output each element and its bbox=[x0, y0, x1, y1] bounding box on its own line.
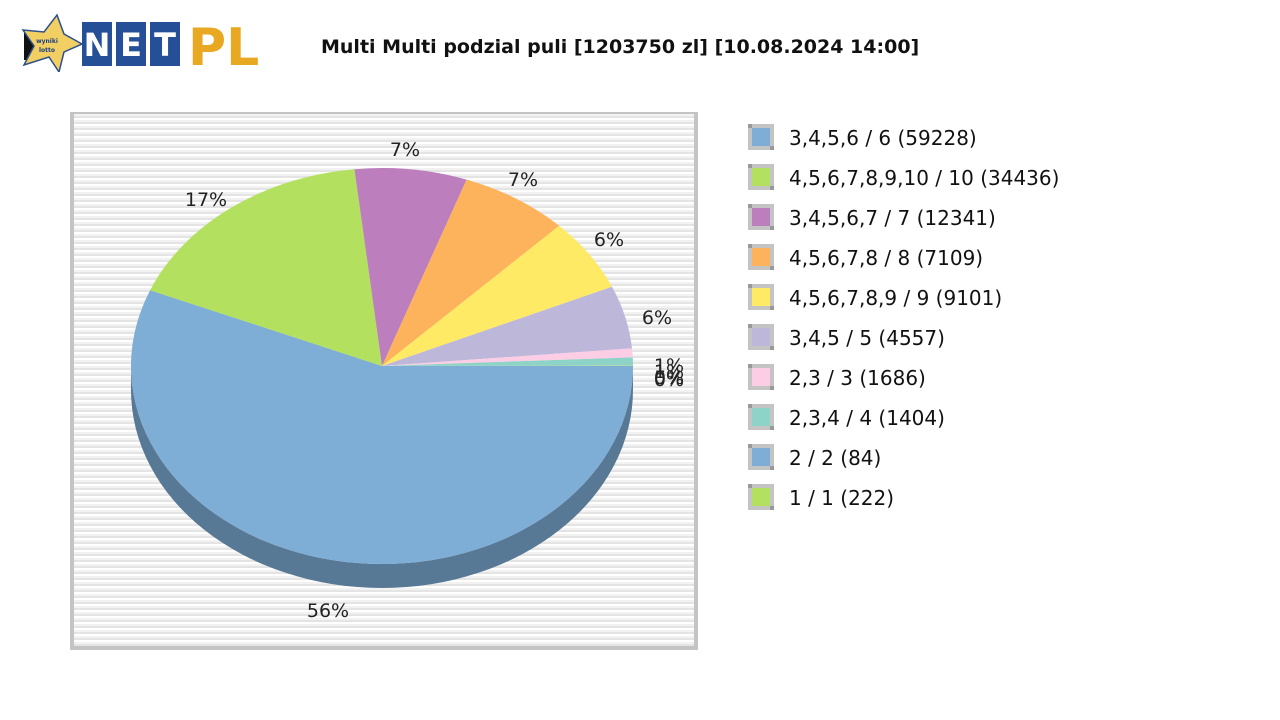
slice-percent-label: 6% bbox=[642, 307, 672, 329]
legend-item: 1 / 1 (222) bbox=[748, 482, 1059, 522]
logo-wyniki-lotto-net-pl[interactable]: wyniki lotto N E T PL bbox=[20, 10, 265, 78]
chart-title: Multi Multi podzial puli [1203750 zl] [1… bbox=[321, 36, 920, 58]
legend-label: 4,5,6,7,8,9 / 9 (9101) bbox=[789, 286, 1003, 310]
svg-text:lotto: lotto bbox=[39, 47, 55, 54]
pie-slices bbox=[130, 167, 633, 564]
pie-slice bbox=[130, 290, 633, 564]
slice-percent-label: 56% bbox=[307, 600, 349, 622]
svg-text:wyniki: wyniki bbox=[36, 38, 58, 45]
pie-slice bbox=[382, 286, 633, 366]
pie-slice bbox=[382, 179, 560, 366]
legend-item: 4,5,6,7,8,9 / 9 (9101) bbox=[748, 282, 1059, 322]
legend-item: 3,4,5,6 / 6 (59228) bbox=[748, 122, 1059, 162]
legend-swatch bbox=[748, 204, 774, 230]
legend-swatch bbox=[748, 484, 774, 510]
slice-percent-label: 0% bbox=[654, 369, 684, 391]
svg-text:N: N bbox=[84, 26, 111, 64]
legend-label: 2 / 2 (84) bbox=[789, 446, 882, 470]
pie-labels: 56%17%7%7%6%6%1%1%0%0% bbox=[185, 139, 684, 622]
legend-swatch bbox=[748, 364, 774, 390]
slice-percent-label: 6% bbox=[594, 229, 624, 251]
legend-item: 2 / 2 (84) bbox=[748, 442, 1059, 482]
legend-label: 3,4,5,6 / 6 (59228) bbox=[789, 126, 977, 150]
legend-swatch bbox=[748, 284, 774, 310]
legend-label: 1 / 1 (222) bbox=[789, 486, 895, 510]
legend-swatch bbox=[748, 324, 774, 350]
legend-item: 3,4,5 / 5 (4557) bbox=[748, 322, 1059, 362]
slice-percent-label: 7% bbox=[508, 169, 538, 191]
pl-logo-text: PL bbox=[188, 18, 259, 72]
pie-slice bbox=[354, 167, 467, 366]
pie-slice bbox=[382, 348, 633, 366]
legend-item: 2,3,4 / 4 (1404) bbox=[748, 402, 1059, 442]
svg-text:T: T bbox=[154, 26, 176, 64]
slice-percent-label: 1% bbox=[654, 355, 684, 377]
slice-percent-label: 7% bbox=[390, 139, 420, 161]
legend-label: 4,5,6,7,8 / 8 (7109) bbox=[789, 246, 984, 270]
pie-slice bbox=[382, 357, 633, 366]
legend-label: 2,3 / 3 (1686) bbox=[789, 366, 926, 390]
legend-label: 2,3,4 / 4 (1404) bbox=[789, 406, 945, 430]
slice-percent-label: 17% bbox=[185, 189, 227, 211]
legend-swatch bbox=[748, 124, 774, 150]
legend-label: 4,5,6,7,8,9,10 / 10 (34436) bbox=[789, 166, 1060, 190]
pie-slice bbox=[382, 225, 613, 366]
pie-slice bbox=[382, 365, 633, 366]
legend-swatch bbox=[748, 244, 774, 270]
slice-percent-label: 1% bbox=[654, 361, 684, 383]
star-badge-icon: wyniki lotto bbox=[21, 13, 84, 74]
legend-swatch bbox=[748, 444, 774, 470]
legend-item: 4,5,6,7,8 / 8 (7109) bbox=[748, 242, 1059, 282]
legend-item: 2,3 / 3 (1686) bbox=[748, 362, 1059, 402]
pie-slice bbox=[150, 169, 382, 366]
legend-item: 3,4,5,6,7 / 7 (12341) bbox=[748, 202, 1059, 242]
legend-label: 3,4,5 / 5 (4557) bbox=[789, 326, 945, 350]
legend-swatch bbox=[748, 404, 774, 430]
chart-legend: 3,4,5,6 / 6 (59228) 4,5,6,7,8,9,10 / 10 … bbox=[748, 122, 1059, 522]
legend-item: 4,5,6,7,8,9,10 / 10 (34436) bbox=[748, 162, 1059, 202]
net-letter-tiles: N E T bbox=[82, 22, 180, 66]
legend-swatch bbox=[748, 164, 774, 190]
svg-text:E: E bbox=[120, 26, 142, 64]
slice-percent-label: 0% bbox=[654, 367, 684, 389]
legend-label: 3,4,5,6,7 / 7 (12341) bbox=[789, 206, 996, 230]
